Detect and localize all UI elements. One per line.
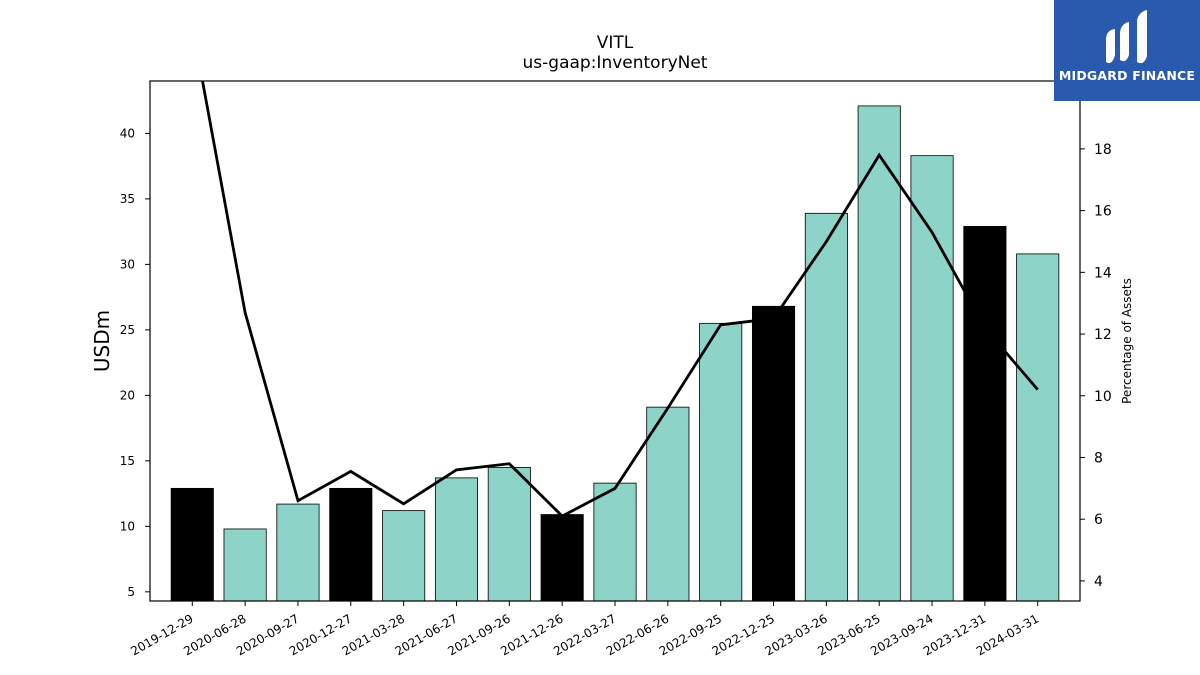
bar <box>329 487 373 602</box>
bar <box>963 225 1007 602</box>
y-tick-label: 40 <box>120 126 135 140</box>
logo-mark-icon <box>1106 10 1147 64</box>
y-axis-label: USDm <box>90 310 114 372</box>
bar <box>857 105 901 602</box>
x-axis: 2019-12-292020-06-282020-09-272020-12-27… <box>128 601 1041 658</box>
brand-logo: MIDGARD FINANCE <box>1054 0 1200 101</box>
percentage-line <box>201 81 1039 518</box>
bar <box>751 305 796 602</box>
y-axis-left: 5 10 15 20 25 30 35 40 <box>120 126 150 599</box>
bar <box>434 477 479 602</box>
y-axis-right: 4 6 8 10 12 14 16 18 <box>1080 142 1112 590</box>
chart-subtitle: us-gaap:InventoryNet <box>523 53 708 73</box>
bar <box>1016 253 1060 602</box>
bar <box>276 503 320 602</box>
bar <box>487 466 531 602</box>
bar <box>910 155 954 602</box>
chart-title: VITL <box>597 33 634 53</box>
y-tick-label: 30 <box>120 257 135 271</box>
y2-tick-label: 6 <box>1094 512 1103 528</box>
bar <box>804 212 848 602</box>
y2-tick-label: 4 <box>1094 574 1103 590</box>
y-tick-label: 35 <box>120 192 135 206</box>
y2-tick-label: 8 <box>1094 450 1103 466</box>
bar <box>699 322 743 602</box>
y2-tick-label: 10 <box>1094 389 1112 405</box>
y2-axis-label: Percentage of Assets <box>1120 278 1134 404</box>
y-tick-label: 10 <box>120 519 135 533</box>
line-group <box>201 81 1039 518</box>
y2-tick-label: 16 <box>1094 204 1112 220</box>
bar <box>170 487 214 602</box>
y2-tick-label: 18 <box>1094 142 1112 158</box>
y-tick-label: 20 <box>120 388 135 402</box>
bar <box>382 510 426 602</box>
bar <box>223 528 267 602</box>
bar <box>593 482 637 602</box>
logo-text: MIDGARD FINANCE <box>1058 68 1196 83</box>
y-tick-label: 15 <box>120 454 135 468</box>
y2-tick-label: 12 <box>1094 327 1112 343</box>
bar <box>646 406 690 602</box>
y-tick-label: 5 <box>127 585 135 599</box>
y2-tick-label: 14 <box>1094 265 1112 281</box>
bar <box>540 514 584 602</box>
bars-group <box>170 105 1060 602</box>
y-tick-label: 25 <box>120 323 135 337</box>
